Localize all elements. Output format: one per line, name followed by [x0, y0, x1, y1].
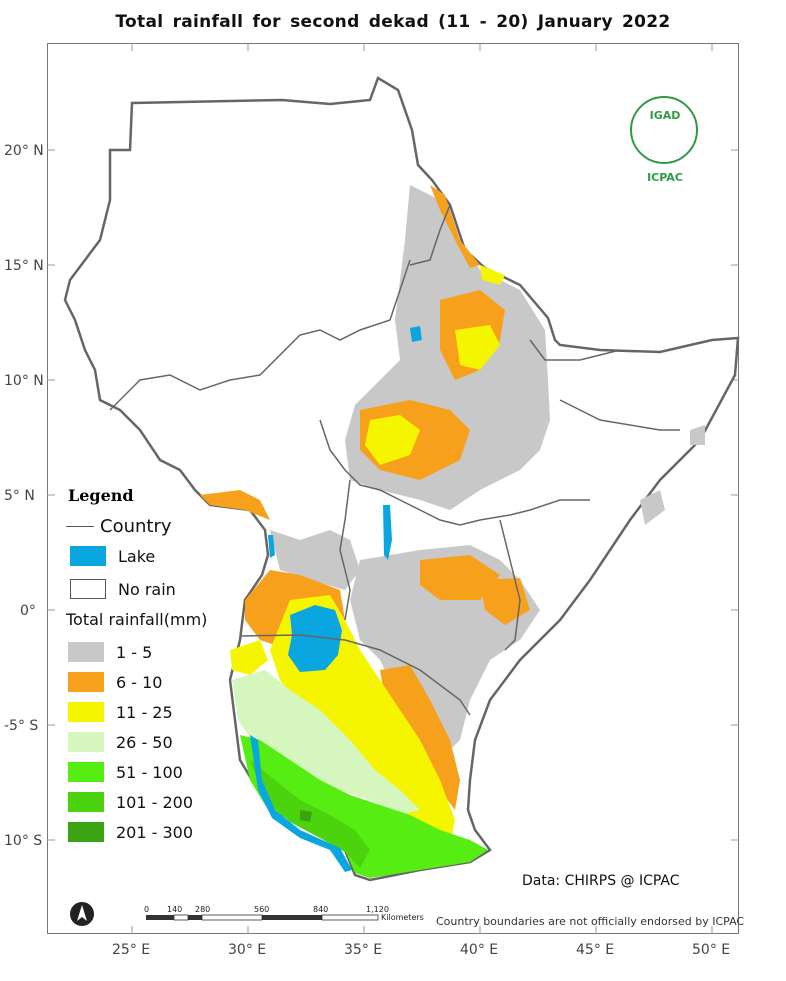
- lakes: [250, 326, 422, 872]
- scale-tick-140: 140: [167, 905, 183, 914]
- class-swatch: [68, 822, 104, 842]
- scale-unit: Kilometers: [381, 913, 424, 922]
- boundary-disclaimer: Country boundaries are not officially en…: [436, 915, 745, 928]
- graticule-ticks: [47, 43, 739, 934]
- legend-country: Country: [66, 516, 172, 537]
- class-label: 6 - 10: [116, 672, 163, 692]
- lake-tanganyika: [250, 735, 352, 872]
- legend-class-7: 201 - 300: [68, 822, 193, 842]
- scale-bar: [146, 914, 379, 921]
- class-label: 11 - 25: [116, 702, 173, 722]
- legend-no-rain-label: No rain: [118, 579, 176, 599]
- legend-class-4: 26 - 50: [68, 732, 173, 752]
- lake-albert: [268, 535, 275, 558]
- lat-label-10s: 10° S: [4, 833, 43, 849]
- map-title: Total rainfall for second dekad (11 - 20…: [115, 12, 671, 32]
- lake-swatch: [70, 546, 106, 566]
- north-arrow-icon: [70, 902, 94, 926]
- class-label: 26 - 50: [116, 732, 173, 752]
- class-label: 201 - 300: [116, 822, 194, 842]
- lon-label-35e: 35° E: [344, 942, 383, 958]
- igad-icpac-logo: IGAD ICPAC: [628, 96, 702, 188]
- scale-tick-1120: 1,120: [366, 905, 389, 914]
- logo-icpac-text: ICPAC: [647, 171, 683, 184]
- legend-class-5: 51 - 100: [68, 762, 183, 782]
- legend-class-2: 6 - 10: [68, 672, 162, 692]
- rain-201-300-areas: [300, 810, 312, 822]
- lon-label-30e: 30° E: [228, 942, 267, 958]
- scale-tick-840: 840: [313, 905, 329, 914]
- lake-tana: [410, 326, 422, 342]
- data-credit: Data: CHIRPS @ ICPAC: [522, 873, 680, 889]
- lat-label-5s: -5° S: [4, 718, 39, 734]
- country-borders: [109, 204, 680, 716]
- rain-51-100-areas: [240, 735, 488, 878]
- class-label: 1 - 5: [116, 642, 153, 662]
- legend-rainfall-title-label: Total rainfall(mm): [66, 610, 208, 629]
- legend-country-label: Country: [100, 516, 172, 537]
- lake-victoria: [288, 605, 342, 672]
- class-swatch: [68, 732, 104, 752]
- class-swatch: [68, 672, 104, 692]
- class-swatch: [68, 762, 104, 782]
- legend-no-rain: No rain: [70, 579, 176, 599]
- rain-26-50-areas: [232, 670, 420, 815]
- class-swatch: [68, 792, 104, 812]
- legend-class-1: 1 - 5: [68, 642, 152, 662]
- legend-title: Legend: [68, 486, 134, 505]
- legend-class-6: 101 - 200: [68, 792, 193, 812]
- class-label: 51 - 100: [116, 762, 183, 782]
- lon-label-40e: 40° E: [460, 942, 499, 958]
- lat-label-10n: 10° N: [4, 373, 44, 389]
- country-line-swatch: [66, 526, 94, 527]
- lat-label-0: 0°: [20, 603, 36, 619]
- lon-label-45e: 45° E: [576, 942, 615, 958]
- scale-tick-0: 0: [144, 905, 150, 914]
- scale-tick-560: 560: [254, 905, 270, 914]
- class-swatch: [68, 702, 104, 722]
- logo-ring: [630, 96, 698, 164]
- legend-lake: Lake: [70, 546, 155, 566]
- lon-label-25e: 25° E: [112, 942, 151, 958]
- class-swatch: [68, 642, 104, 662]
- scale-tick-280: 280: [195, 905, 211, 914]
- logo-igad-text: IGAD: [649, 109, 681, 122]
- lat-label-20n: 20° N: [4, 143, 44, 159]
- legend-rainfall-title: Total rainfall(mm): [66, 610, 207, 629]
- legend-lake-label: Lake: [118, 546, 156, 566]
- class-label: 101 - 200: [116, 792, 194, 812]
- lat-label-5n: 5° N: [4, 488, 35, 504]
- legend-class-3: 11 - 25: [68, 702, 173, 722]
- lon-label-50e: 50° E: [692, 942, 731, 958]
- no-rain-swatch: [70, 579, 106, 599]
- lat-label-15n: 15° N: [4, 258, 44, 274]
- lake-turkana: [383, 505, 392, 560]
